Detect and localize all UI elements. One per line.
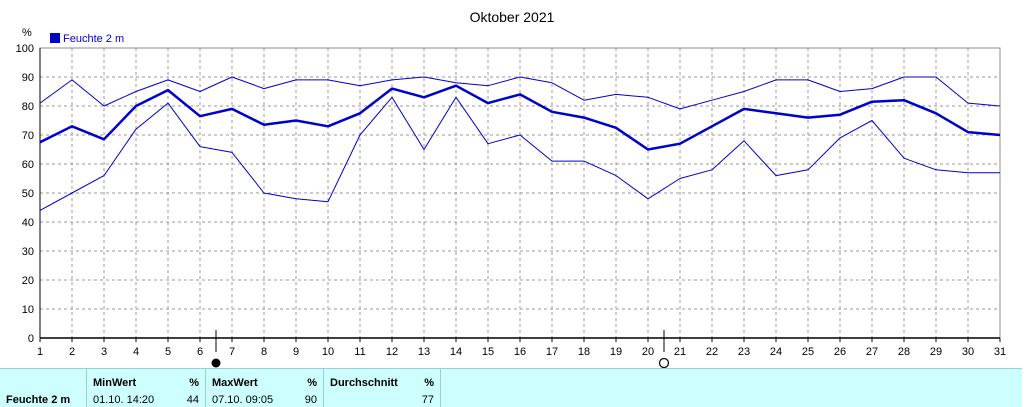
avg-header: Durchschnitt [330, 377, 398, 389]
x-tick-label: 5 [165, 346, 171, 358]
legend-label: Feuchte 2 m [63, 33, 124, 45]
min-header: MinWert [93, 377, 137, 389]
y-tick-label: 10 [22, 304, 34, 316]
x-tick-label: 22 [706, 346, 718, 358]
x-tick-label: 20 [642, 346, 654, 358]
y-tick-label: 30 [22, 246, 34, 258]
x-tick-label: 1 [37, 346, 43, 358]
series-line-avg [39, 84, 1001, 151]
min-unit: % [189, 377, 199, 389]
x-tick-label: 14 [450, 346, 462, 358]
x-tick-label: 9 [293, 346, 299, 358]
x-tick-label: 28 [898, 346, 910, 358]
y-tick-label: 100 [16, 43, 34, 55]
chart-series [39, 76, 1001, 211]
x-tick-label: 16 [514, 346, 526, 358]
footer-label-cell: Feuchte 2 m [0, 369, 87, 407]
y-tick-label: 0 [28, 333, 34, 345]
x-tick-label: 25 [802, 346, 814, 358]
x-tick-label: 12 [386, 346, 398, 358]
x-tick-label: 13 [418, 346, 430, 358]
x-tick-label: 7 [229, 346, 235, 358]
y-tick-label: 60 [22, 159, 34, 171]
x-tick-label: 8 [261, 346, 267, 358]
x-tick-label: 29 [930, 346, 942, 358]
chart-title: Oktober 2021 [470, 9, 555, 25]
x-tick-label: 18 [578, 346, 590, 358]
min-time: 01.10. 14:20 [93, 394, 155, 406]
y-tick-label: 80 [22, 101, 34, 113]
full-moon-icon [211, 358, 221, 368]
chart-grid [40, 48, 1000, 338]
x-tick-label: 15 [482, 346, 494, 358]
x-tick-label: 24 [770, 346, 782, 358]
y-tick-label: 70 [22, 130, 34, 142]
avg-unit: % [424, 377, 434, 389]
y-tick-label: 40 [22, 217, 34, 229]
x-tick-label: 23 [738, 346, 750, 358]
y-tick-label: 20 [22, 275, 34, 287]
avg-value: 77 [421, 394, 434, 406]
x-tick-label: 31 [994, 346, 1006, 358]
series-line-min [39, 96, 1000, 211]
x-tick-label: 11 [354, 346, 365, 358]
footer-avg-cell: Durchschnitt % 77 [324, 369, 441, 407]
footer-sensor-label: Feuchte 2 m [6, 394, 71, 406]
x-tick-label: 27 [866, 346, 878, 358]
x-tick-label: 4 [133, 346, 139, 358]
x-tick-label: 19 [610, 346, 622, 358]
y-axis-unit: % [22, 27, 32, 39]
max-header: MaxWert [212, 377, 258, 389]
x-tick-label: 30 [962, 346, 974, 358]
y-tick-label: 50 [22, 188, 34, 200]
max-time: 07.10. 09:05 [212, 394, 274, 406]
x-tick-label: 26 [834, 346, 846, 358]
x-tick-label: 10 [322, 346, 334, 358]
footer-max-cell: MaxWert % 07.10. 09:05 90 [206, 369, 324, 407]
max-unit: % [307, 377, 317, 389]
y-tick-label: 90 [22, 72, 34, 84]
x-tick-label: 6 [197, 346, 203, 358]
new-moon-icon [658, 357, 670, 368]
chart-axes [39, 47, 1001, 368]
min-value: 44 [186, 394, 199, 406]
legend-swatch [50, 33, 60, 43]
series-line-max [39, 76, 1001, 110]
max-value: 90 [304, 394, 317, 406]
x-tick-label: 2 [69, 346, 75, 358]
footer-min-cell: MinWert % 01.10. 14:20 44 [87, 369, 206, 407]
x-tick-label: 17 [546, 346, 558, 358]
x-tick-label: 21 [674, 346, 686, 358]
summary-footer: Feuchte 2 m MinWert % 01.10. 14:20 44 Ma… [0, 368, 1022, 407]
x-tick-label: 3 [101, 346, 107, 358]
